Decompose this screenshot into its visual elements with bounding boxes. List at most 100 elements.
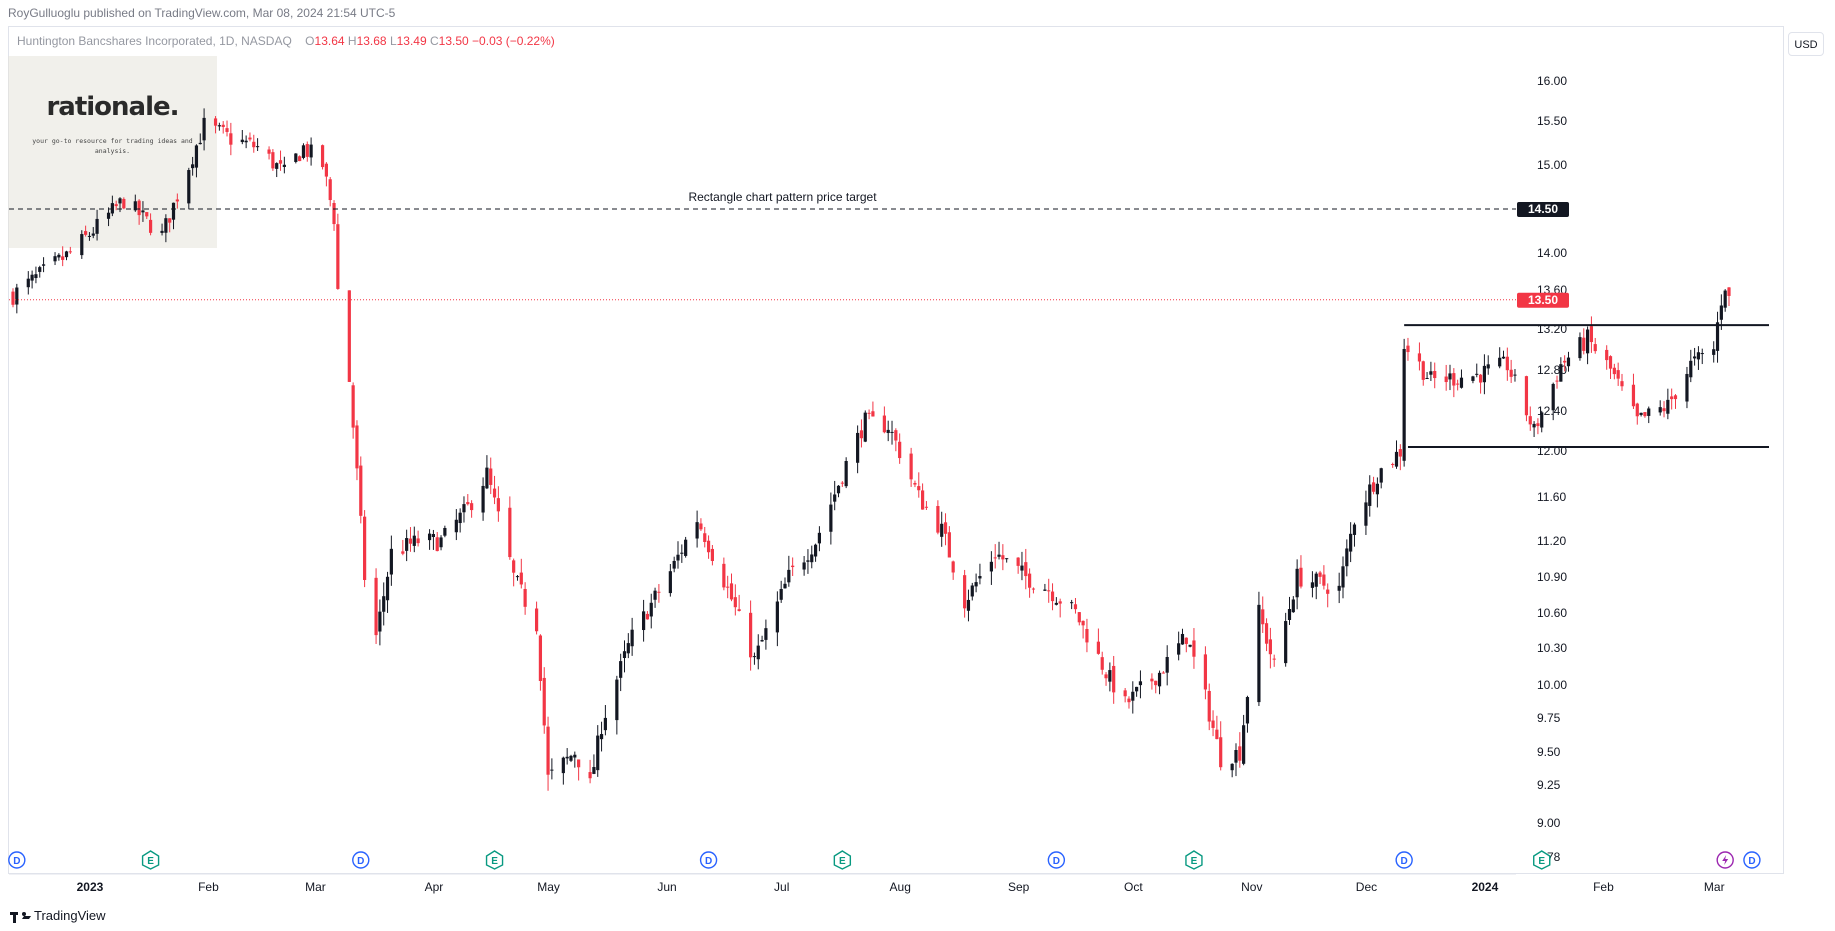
candle-body [1406, 345, 1410, 353]
x-tick-label: Feb [1593, 880, 1614, 894]
close-label: C [430, 34, 439, 48]
y-tick-label: 9.75 [1537, 711, 1561, 725]
candle-body [1398, 449, 1402, 457]
y-tick-label: 11.20 [1537, 534, 1566, 548]
candle-body [920, 490, 925, 510]
candle-body [1563, 360, 1567, 363]
candle-body [148, 219, 153, 233]
candle-body [1693, 356, 1697, 359]
candle-body [1031, 588, 1036, 590]
y-tick-label: 10.00 [1537, 678, 1567, 692]
open-value: 13.64 [314, 34, 345, 48]
candle-body [1047, 590, 1051, 592]
candle-body [401, 551, 405, 554]
candle-body [592, 767, 596, 774]
candle-body [1475, 373, 1479, 375]
candle-body [1662, 408, 1666, 412]
candle-body [389, 548, 393, 575]
candle-body [1456, 383, 1460, 385]
candle-body [1459, 377, 1464, 388]
candle-body [963, 575, 967, 609]
candle-body [1712, 349, 1716, 355]
x-tick-label: Oct [1124, 880, 1143, 894]
candle-body [95, 218, 99, 234]
candle-body [1639, 412, 1643, 415]
lightning-icon [1722, 855, 1729, 865]
candle-body [1028, 573, 1032, 588]
candle-body [171, 202, 176, 220]
candle-body [244, 140, 248, 143]
candle-body [810, 554, 814, 563]
candle-body [1165, 657, 1169, 673]
candle-body [481, 485, 485, 513]
candle-body [332, 203, 336, 225]
candle-body [175, 199, 179, 202]
candle-body [1555, 380, 1559, 382]
earnings-icon [485, 850, 504, 870]
candle-body [168, 218, 172, 223]
x-tick-label: Aug [890, 880, 911, 894]
candle-body [844, 461, 848, 487]
candle-body [1123, 690, 1127, 697]
x-tick-label: Sep [1008, 880, 1030, 894]
time-axis[interactable]: 2023 Feb Mar Apr May Jun Jul Aug Sep Oct Nov Dec 202… [9, 873, 1725, 894]
candle-body [15, 287, 19, 305]
candle-body [1501, 356, 1506, 359]
candle-body [34, 274, 38, 279]
candle-body [1177, 643, 1181, 655]
candle-body [573, 754, 577, 758]
candle-body [626, 643, 630, 654]
candle-body [11, 291, 15, 305]
candle-body [1391, 464, 1395, 466]
price-axis[interactable]: 16.0015.5015.0014.5014.0013.6013.2012.80… [1537, 74, 1567, 864]
candle-body [41, 264, 46, 266]
candle-body [324, 163, 328, 177]
candle-body [802, 562, 806, 570]
candle-body [496, 498, 500, 512]
y-tick-label: 9.00 [1537, 816, 1561, 830]
low-value: 13.49 [396, 34, 427, 48]
dividend-icon [1395, 851, 1413, 869]
watermark-title: rationale. [46, 92, 179, 122]
candle-body [355, 425, 359, 469]
candle-body [240, 139, 244, 143]
candle-body [1341, 566, 1345, 588]
candle-body [1719, 305, 1723, 320]
candle-body [137, 200, 141, 216]
candle-body [867, 412, 871, 414]
candle-body [898, 441, 902, 459]
candle-body [970, 585, 974, 597]
candle-body [439, 537, 443, 548]
symbol-name[interactable]: Huntington Bancshares Incorporated, 1D, … [17, 34, 292, 48]
candle-body [833, 494, 837, 502]
candle-body [733, 597, 737, 608]
dividend-icon-letter: D [13, 856, 20, 867]
candle-body [695, 522, 699, 539]
candle-body [1452, 373, 1456, 386]
earnings-icon [833, 850, 852, 870]
currency-button[interactable]: USD [1788, 32, 1824, 56]
candle-body [298, 156, 302, 162]
candle-body [546, 726, 550, 775]
candle-body [1727, 287, 1731, 296]
candle-body [255, 146, 260, 148]
tradingview-logo[interactable]: TradingView [10, 908, 106, 923]
candle-body [431, 534, 436, 538]
candle-body [615, 679, 619, 721]
low-label: L [389, 34, 397, 48]
x-tick-label: Feb [198, 880, 219, 894]
candle-body [1001, 555, 1005, 560]
candle-body [1578, 337, 1582, 359]
candle-body [630, 629, 634, 647]
candle-body [1608, 356, 1613, 369]
candle-body [1322, 574, 1326, 586]
candle-body [1287, 609, 1292, 620]
candle-body [913, 482, 917, 485]
candle-body [917, 486, 921, 491]
candle-body [1211, 720, 1215, 728]
candle-body [569, 755, 573, 761]
candle-body [363, 516, 367, 580]
candle-body [619, 661, 623, 678]
candle-body [202, 117, 206, 141]
